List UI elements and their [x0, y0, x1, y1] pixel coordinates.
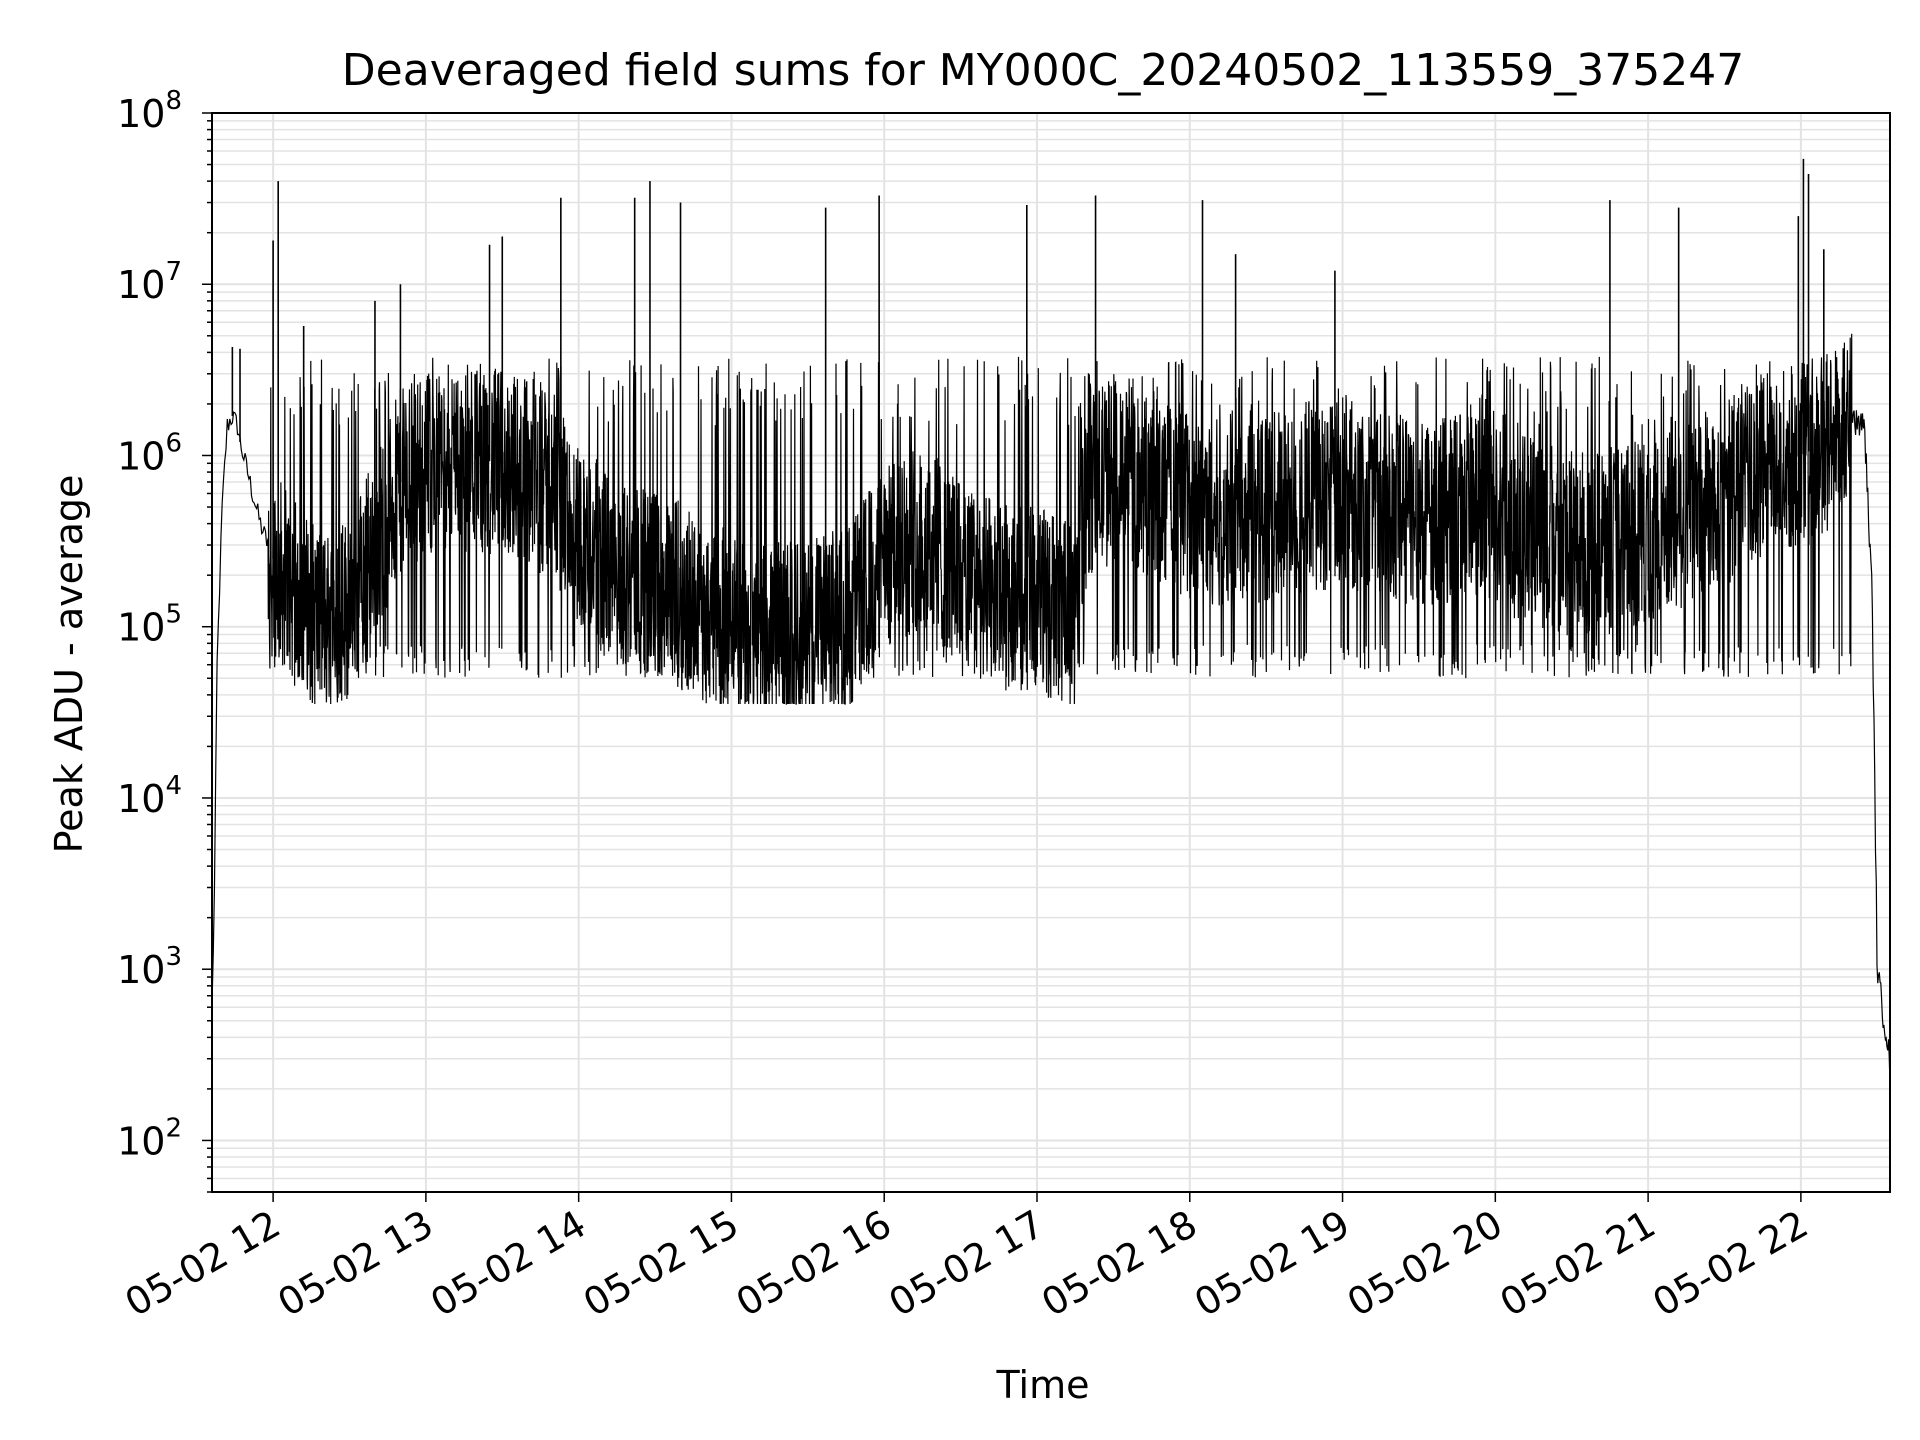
y-tick-label: 104 — [117, 771, 182, 821]
series-line — [211, 333, 1891, 1085]
y-tick-label: 107 — [117, 257, 182, 307]
y-axis-label: Peak ADU - average — [47, 475, 91, 854]
y-tick-label: 105 — [117, 600, 182, 650]
x-axis-label: Time — [996, 1363, 1090, 1407]
y-tick-label: 102 — [117, 1113, 182, 1163]
series-path — [211, 333, 1891, 1085]
chart-title: Deaveraged field sums for MY000C_2024050… — [342, 45, 1744, 96]
y-tick-label: 103 — [117, 942, 182, 992]
plot-frame — [211, 112, 1891, 1193]
y-tick-label: 108 — [117, 86, 182, 136]
spikes — [231, 158, 1825, 626]
y-tick-label: 106 — [117, 428, 182, 478]
